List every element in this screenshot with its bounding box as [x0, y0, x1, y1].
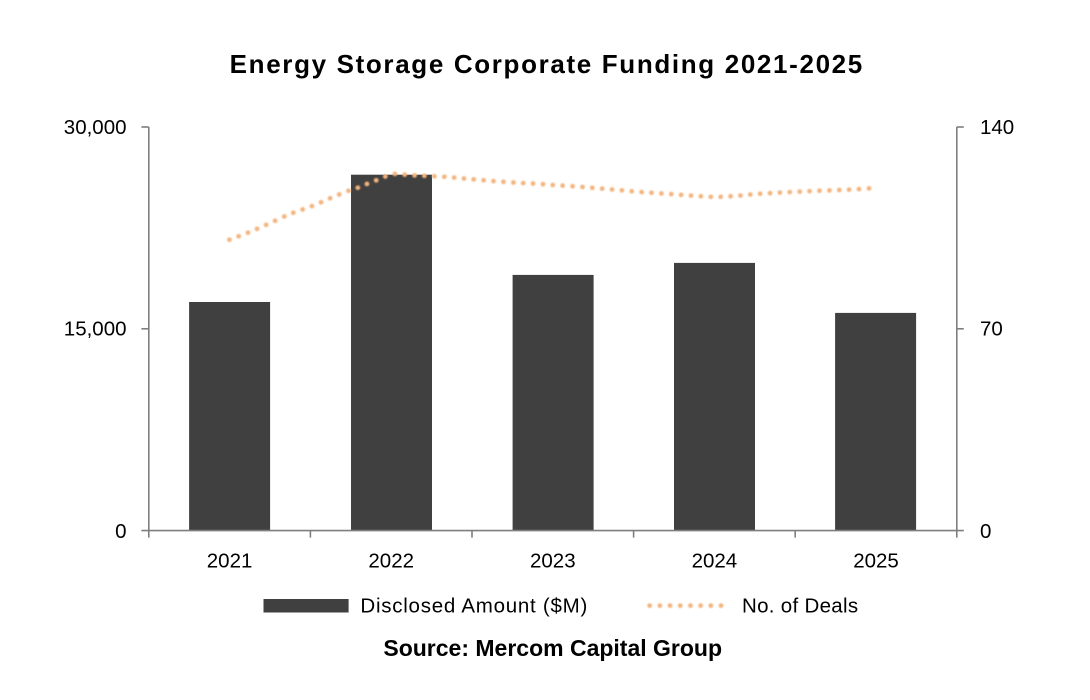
svg-text:2023: 2023: [530, 550, 576, 573]
svg-text:70: 70: [980, 317, 1003, 340]
svg-text:2024: 2024: [692, 550, 738, 573]
svg-text:Source: Mercom Capital Group: Source: Mercom Capital Group: [383, 635, 722, 661]
svg-text:Disclosed Amount ($M): Disclosed Amount ($M): [360, 594, 588, 617]
svg-text:0: 0: [980, 520, 991, 543]
svg-text:No. of Deals: No. of Deals: [742, 594, 858, 617]
svg-text:Energy Storage Corporate Fundi: Energy Storage Corporate Funding 2021-20…: [230, 49, 864, 79]
svg-text:2025: 2025: [853, 550, 899, 573]
svg-text:140: 140: [980, 116, 1014, 139]
svg-text:15,000: 15,000: [64, 317, 127, 340]
svg-text:2021: 2021: [207, 550, 253, 573]
svg-text:2022: 2022: [368, 550, 414, 573]
svg-text:0: 0: [115, 520, 126, 543]
svg-text:30,000: 30,000: [64, 116, 127, 139]
